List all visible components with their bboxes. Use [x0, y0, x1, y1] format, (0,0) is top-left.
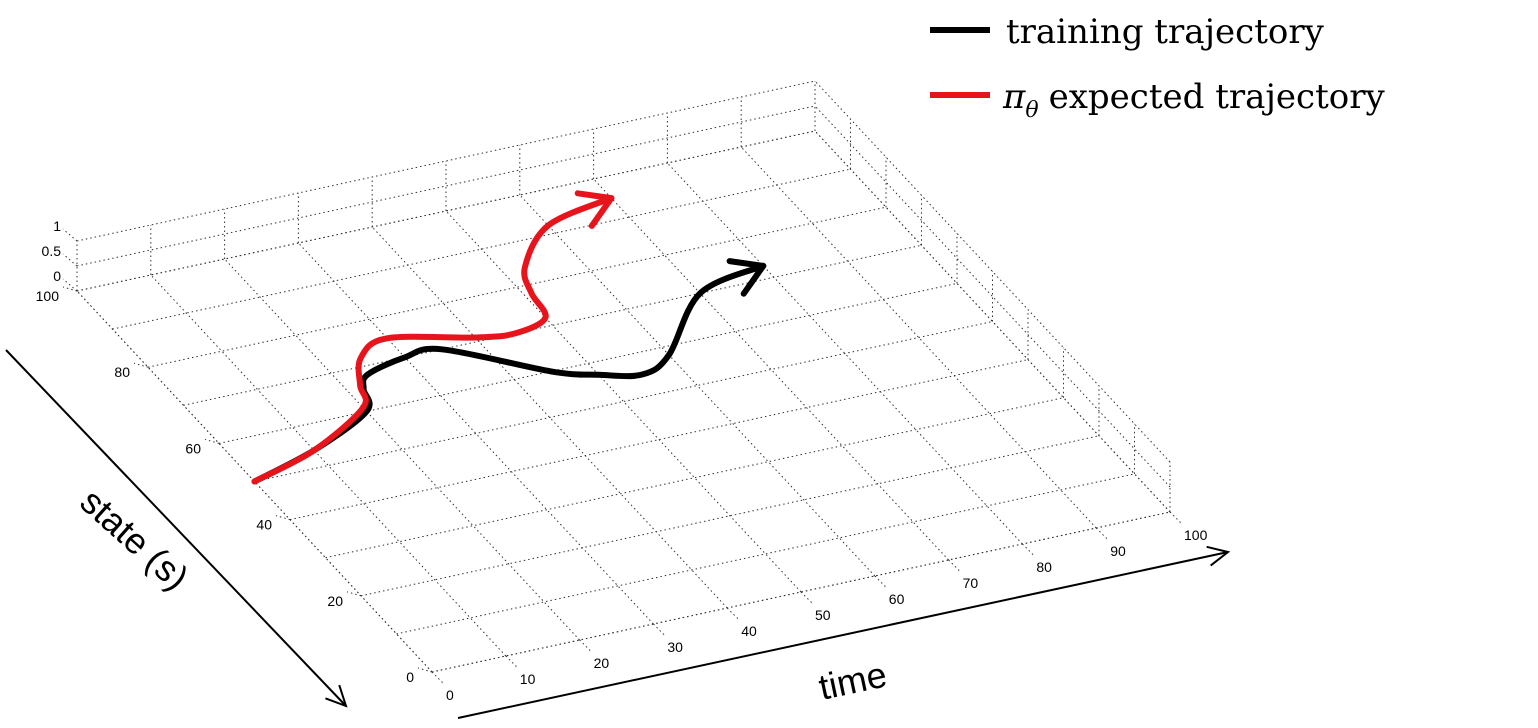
legend-label-expected-text: expected trajectory [1049, 77, 1386, 117]
y-tick-mark [346, 591, 362, 597]
grid-floor-x [150, 274, 507, 657]
z-tick-mark [62, 253, 78, 267]
legend: training trajectory πθ expected trajector… [930, 12, 1385, 123]
y-tick-mark [275, 515, 291, 521]
state-arrow [5, 349, 347, 707]
y-tick-label: 60 [185, 440, 201, 456]
y-tick-mark [62, 286, 78, 292]
grid-floor-x [667, 162, 1023, 545]
x-tick-label: 20 [594, 655, 610, 671]
x-tick-mark [1095, 527, 1109, 541]
x-tick-mark [1169, 511, 1183, 525]
y-axis-title: state (s) [73, 480, 197, 597]
grid-floor-x [445, 210, 802, 593]
series-line-1 [251, 195, 615, 485]
legend-label-expected-symbol: π [1002, 77, 1026, 117]
y-axis-line [76, 290, 433, 673]
x-tick-label: 90 [1110, 543, 1126, 559]
x-tick-mark [726, 607, 740, 621]
x-tick-label: 30 [667, 639, 683, 655]
legend-label-expected-subscript: θ [1025, 98, 1038, 123]
grid-floor-x [593, 178, 949, 561]
x-axis-title: time [815, 654, 890, 708]
y-tick-label: 40 [256, 517, 272, 533]
x-tick-label: 70 [963, 575, 979, 591]
x-tick-mark [579, 639, 592, 653]
x-tick-label: 60 [889, 591, 905, 607]
grid-floor-x [519, 194, 876, 577]
grid-side-z [814, 130, 1171, 513]
grid-floor-y [147, 206, 887, 368]
legend-label-training: training trajectory [1006, 12, 1325, 52]
x-tick-mark [874, 575, 888, 589]
z-tick-label: 0.5 [42, 243, 62, 259]
x-tick-mark [800, 591, 814, 605]
grid-floor-x [740, 146, 1097, 529]
y-tick-label: 80 [114, 364, 130, 380]
grid-side-z [814, 105, 1171, 488]
series-line-0 [251, 262, 767, 485]
legend-label-expected: πθ expected trajectory [1002, 77, 1385, 123]
state-arrow-head [325, 684, 348, 708]
x-tick-label: 10 [520, 671, 536, 687]
z-tick-label: 0 [53, 268, 61, 284]
x-tick-mark [948, 559, 961, 573]
axis-arrows [5, 349, 1231, 719]
x-tick-label: 80 [1036, 559, 1052, 575]
time-arrow [457, 551, 1229, 719]
y-tick-label: 20 [327, 593, 343, 609]
z-tick-label: 1 [53, 218, 61, 234]
y-tick-mark [417, 667, 433, 673]
grid-back-z [76, 105, 816, 267]
grid-floor-y [218, 282, 958, 444]
grid-floor-y [396, 473, 1135, 635]
x-tick-label: 0 [446, 687, 454, 703]
x-tick-label: 40 [741, 623, 757, 639]
grid-side-z [814, 80, 1171, 463]
series-lines [251, 190, 767, 485]
grid-floor-x [298, 242, 654, 625]
series-arrowhead-0 [726, 258, 767, 297]
x-tick-mark [431, 671, 445, 685]
y-tick-label: 100 [36, 288, 60, 304]
grid-lines [76, 80, 1171, 673]
grid-floor-x [371, 226, 728, 609]
grid-floor-x [224, 258, 580, 641]
x-tick-label: 100 [1184, 527, 1208, 543]
x-tick-mark [505, 655, 519, 669]
z-tick-mark [62, 228, 78, 242]
grid-floor-y [325, 397, 1064, 559]
tick-marks: 0 10 20 30 40 50 60 70 80 90 100 0 20 40 60 80 100 0 0.5 1 [36, 218, 1208, 703]
series-arrowhead-1 [574, 190, 615, 229]
x-tick-label: 50 [815, 607, 831, 623]
z-tick-mark [62, 278, 78, 292]
y-tick-label: 0 [406, 669, 414, 685]
x-tick-mark [1022, 543, 1035, 557]
time-arrow-head [1206, 545, 1231, 567]
x-tick-mark [653, 623, 666, 637]
